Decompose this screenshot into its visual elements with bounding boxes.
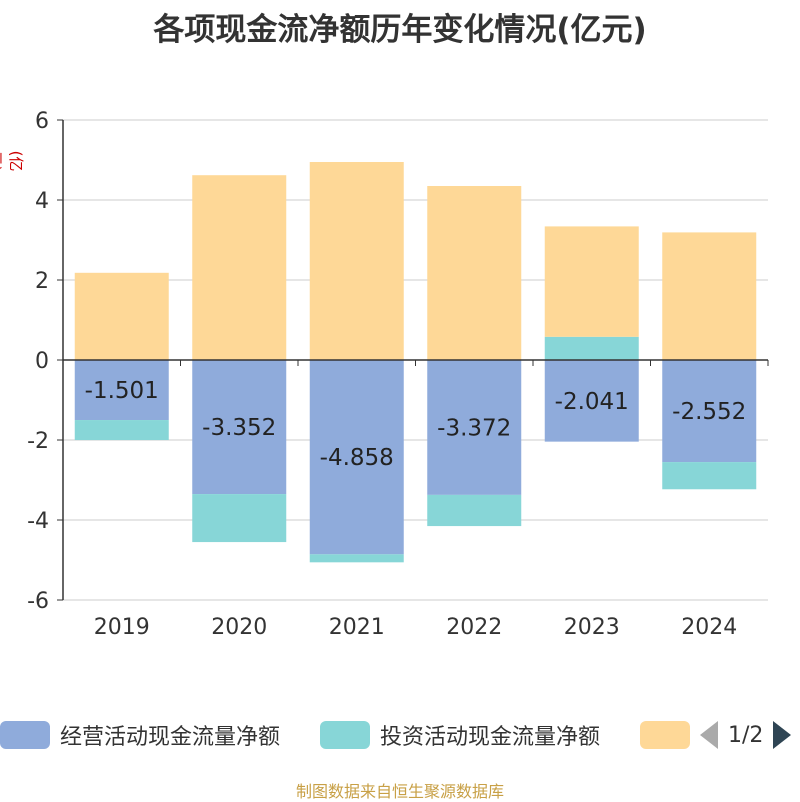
- bar-s0-2022: [427, 360, 522, 495]
- pager-text: 1/2: [728, 722, 764, 748]
- data-label-2022: -3.372: [437, 415, 511, 441]
- bar-s0-2020: [192, 360, 287, 495]
- bar-s2-2020: [192, 175, 287, 360]
- x-tick-label-2020: 2020: [211, 615, 267, 640]
- legend: 经营活动现金流量净额 投资活动现金流量净额 1/2: [0, 712, 800, 758]
- legend-pager: 1/2: [700, 720, 792, 750]
- data-label-2019: -1.501: [85, 378, 159, 404]
- data-label-2024: -2.552: [672, 399, 746, 425]
- bars: [74, 162, 757, 563]
- bar-s2-2022: [427, 186, 522, 360]
- data-label-2020: -3.352: [202, 415, 276, 441]
- grid-lines: [63, 119, 768, 601]
- bar-s1-2020: [192, 494, 287, 543]
- axes: 6 4 2 0 -2 -4 -6 2019 2020 2021 2022 2023 2024: [27, 109, 769, 640]
- y-tick-label-4: -2: [27, 429, 49, 454]
- data-source-footer: 制图数据来自恒生聚源数据库: [295, 782, 504, 801]
- data-labels: -1.501 -3.352 -4.858 -3.372 -2.041 -2.552: [85, 378, 747, 471]
- legend-item-operating[interactable]: 经营活动现金流量净额: [0, 720, 280, 750]
- bar-s1-2023: [544, 336, 639, 360]
- stacked-bar-chart: 6 4 2 0 -2 -4 -6 2019 2020 2021 2022 2023 2024 -1.50…: [27, 109, 769, 640]
- legend-swatch-financing: [640, 721, 690, 749]
- bar-s2-2024: [662, 232, 757, 360]
- legend-label-operating: 经营活动现金流量净额: [60, 725, 281, 750]
- chart-title: 各项现金流净额历年变化情况(亿元): [153, 12, 647, 48]
- bar-s2-2019: [74, 272, 169, 360]
- y-tick-label-0: 6: [35, 109, 49, 134]
- bar-s0-2024: [662, 360, 757, 463]
- bar-s1-2019: [74, 420, 169, 441]
- y-tick-label-6: -6: [27, 589, 49, 614]
- legend-label-investing: 投资活动现金流量净额: [380, 725, 601, 750]
- legend-item-investing[interactable]: 投资活动现金流量净额: [320, 720, 600, 750]
- legend-item-financing[interactable]: [640, 720, 690, 750]
- bar-s0-2021: [309, 360, 404, 555]
- data-label-2021: -4.858: [320, 445, 394, 471]
- legend-swatch-investing: [320, 721, 370, 749]
- bar-s2-2021: [309, 162, 404, 360]
- bar-s1-2024: [662, 462, 757, 490]
- x-tick-label-2021: 2021: [329, 615, 385, 640]
- y-tick-label-3: 0: [35, 349, 49, 374]
- data-label-2023: -2.041: [555, 389, 629, 415]
- y-tick-label-5: -4: [27, 509, 49, 534]
- bar-s2-2023: [544, 226, 639, 337]
- pager-prev-icon[interactable]: [700, 721, 718, 749]
- x-tick-label-2024: 2024: [681, 615, 737, 640]
- pager-next-icon[interactable]: [773, 721, 792, 749]
- bar-s1-2021: [309, 554, 404, 563]
- legend-swatch-operating: [0, 721, 50, 749]
- x-tick-label-2023: 2023: [564, 615, 620, 640]
- bar-s0-2023: [544, 360, 639, 442]
- y-tick-label-2: 2: [35, 269, 49, 294]
- bar-s0-2019: [74, 360, 169, 421]
- bar-s1-2022: [427, 494, 522, 527]
- x-tick-label-2022: 2022: [446, 615, 502, 640]
- x-tick-label-2019: 2019: [94, 615, 150, 640]
- y-tick-label-1: 4: [35, 189, 49, 214]
